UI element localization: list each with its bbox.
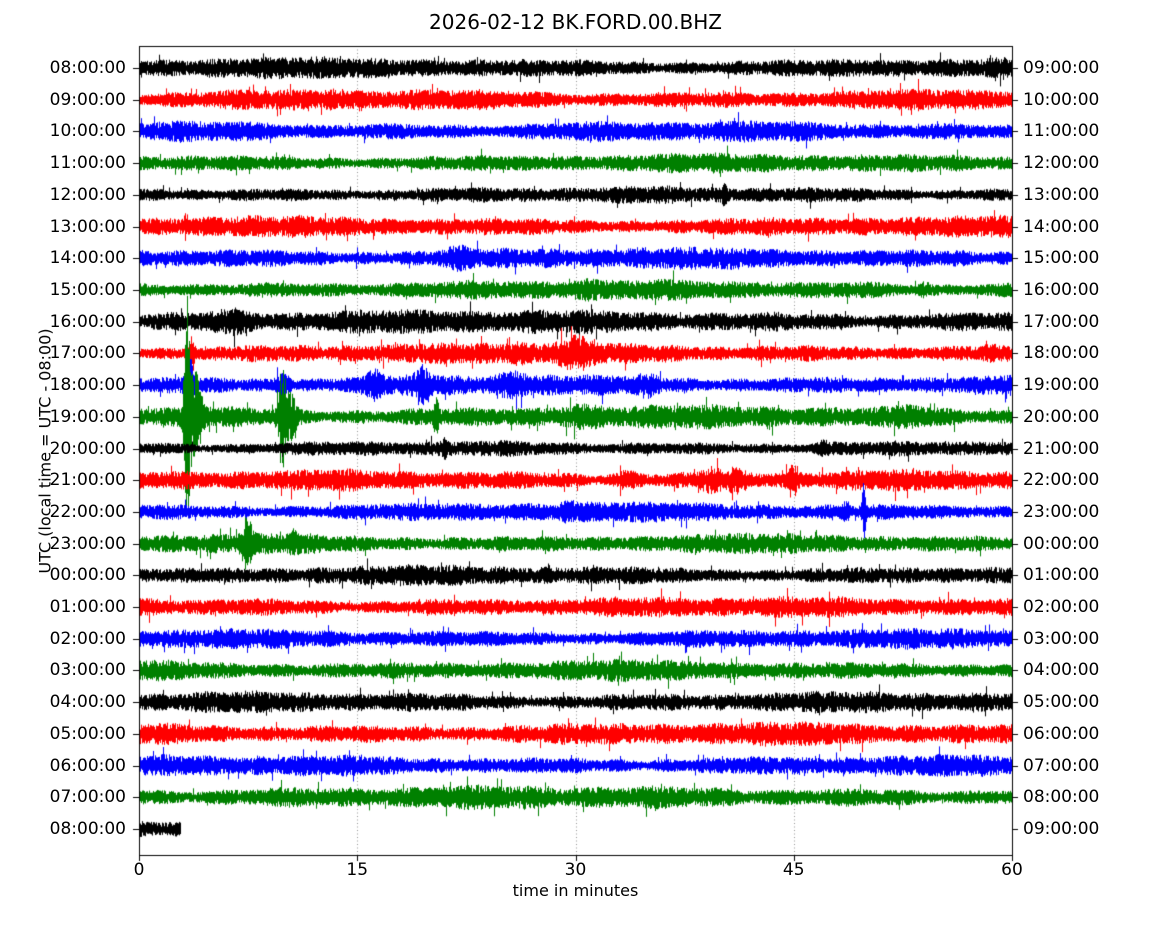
row-label-left: 18:00:00 — [49, 375, 126, 396]
row-label-left: 20:00:00 — [49, 438, 126, 459]
row-label-left: 14:00:00 — [49, 248, 126, 269]
x-tick-label: 45 — [782, 860, 805, 880]
x-tick-label: 15 — [346, 860, 369, 880]
row-label-left: 10:00:00 — [49, 121, 126, 142]
row-label-left: 03:00:00 — [49, 660, 126, 681]
row-label-right: 14:00:00 — [1023, 216, 1100, 237]
row-label-left: 23:00:00 — [49, 533, 126, 554]
row-label-right: 13:00:00 — [1023, 184, 1100, 205]
row-label-left: 00:00:00 — [49, 565, 126, 586]
row-label-left: 19:00:00 — [49, 406, 126, 427]
x-tick-label: 30 — [564, 860, 587, 880]
row-label-left: 02:00:00 — [49, 628, 126, 649]
row-label-left: 01:00:00 — [49, 597, 126, 618]
row-label-left: 08:00:00 — [49, 58, 126, 78]
row-label-left: 22:00:00 — [49, 501, 126, 522]
row-label-left: 13:00:00 — [49, 216, 126, 237]
row-label-left: 08:00:00 — [49, 819, 126, 839]
row-label-right: 02:00:00 — [1023, 597, 1100, 618]
row-label-left: 21:00:00 — [49, 470, 126, 491]
row-label-right: 05:00:00 — [1023, 692, 1100, 713]
row-label-right: 03:00:00 — [1023, 628, 1100, 649]
row-label-left: 09:00:00 — [49, 89, 126, 110]
row-label-right: 07:00:00 — [1023, 755, 1100, 776]
row-label-right: 09:00:00 — [1023, 819, 1100, 839]
row-label-right: 06:00:00 — [1023, 723, 1100, 744]
row-label-left: 12:00:00 — [49, 184, 126, 205]
x-tick-label: 60 — [1001, 860, 1023, 880]
row-label-right: 01:00:00 — [1023, 565, 1100, 586]
row-label-right: 21:00:00 — [1023, 438, 1100, 459]
row-label-left: 05:00:00 — [49, 723, 126, 744]
x-axis-label: time in minutes — [512, 881, 639, 900]
plot-title: 2026-02-12 BK.FORD.00.BHZ — [429, 10, 722, 34]
row-label-right: 23:00:00 — [1023, 501, 1100, 522]
row-label-left: 17:00:00 — [49, 343, 126, 364]
x-tick-label: 0 — [133, 860, 145, 880]
row-label-right: 08:00:00 — [1023, 787, 1100, 808]
row-label-right: 20:00:00 — [1023, 406, 1100, 427]
row-label-right: 10:00:00 — [1023, 89, 1100, 110]
row-label-right: 19:00:00 — [1023, 375, 1100, 396]
row-label-left: 07:00:00 — [49, 787, 126, 808]
row-label-right: 04:00:00 — [1023, 660, 1100, 681]
row-label-right: 22:00:00 — [1023, 470, 1100, 491]
row-label-right: 12:00:00 — [1023, 153, 1100, 174]
row-label-right: 00:00:00 — [1023, 533, 1100, 554]
row-label-left: 06:00:00 — [49, 755, 126, 776]
row-label-right: 09:00:00 — [1023, 58, 1100, 78]
row-label-right: 15:00:00 — [1023, 248, 1100, 269]
row-label-left: 11:00:00 — [49, 153, 126, 174]
row-label-left: 16:00:00 — [49, 311, 126, 332]
row-label-left: 15:00:00 — [49, 279, 126, 300]
row-label-right: 11:00:00 — [1023, 121, 1100, 142]
row-label-right: 16:00:00 — [1023, 279, 1100, 300]
row-label-left: 04:00:00 — [49, 692, 126, 713]
row-label-right: 18:00:00 — [1023, 343, 1100, 364]
row-label-right: 17:00:00 — [1023, 311, 1100, 332]
